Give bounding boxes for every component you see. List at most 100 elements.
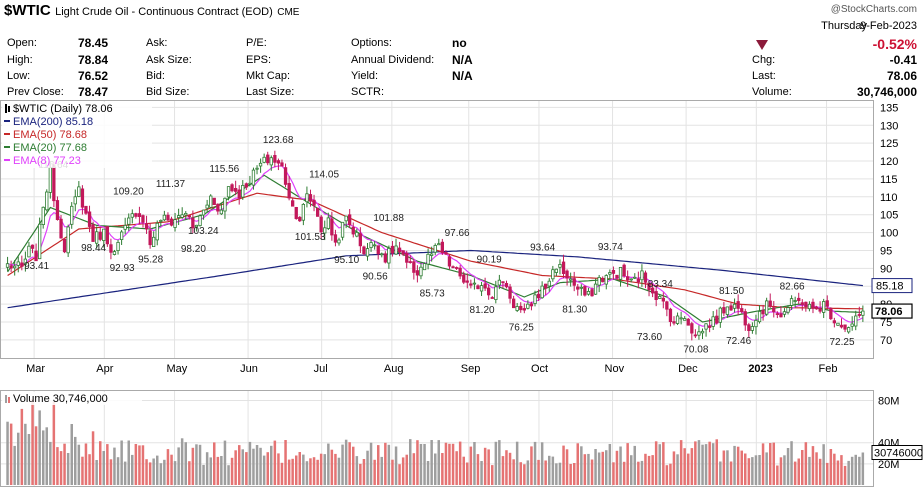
candle-body bbox=[216, 203, 220, 212]
candle-body bbox=[565, 270, 569, 279]
volume-bar bbox=[733, 445, 736, 485]
candle-body bbox=[526, 303, 530, 309]
volume-bar bbox=[847, 460, 850, 485]
candle-body bbox=[48, 167, 52, 193]
volume-bar bbox=[654, 441, 658, 485]
volume-bar bbox=[74, 436, 77, 485]
volume-bar bbox=[622, 461, 626, 485]
volume-bar bbox=[455, 451, 458, 485]
candle-body bbox=[176, 215, 181, 218]
volume-bar bbox=[662, 442, 665, 485]
candle-body bbox=[462, 274, 466, 283]
volume-bar bbox=[56, 447, 59, 485]
candle-body bbox=[597, 276, 601, 286]
candle-body bbox=[337, 239, 341, 244]
candle-body bbox=[504, 282, 509, 288]
volume-bar bbox=[416, 440, 419, 485]
candle-body bbox=[561, 261, 566, 275]
candle-body bbox=[569, 278, 573, 281]
quote-date: 9-Feb-2023 bbox=[860, 20, 917, 32]
candle-body bbox=[73, 196, 77, 205]
volume-bar bbox=[166, 449, 170, 485]
volume-bar bbox=[494, 441, 498, 485]
volume-bar bbox=[437, 440, 440, 485]
eps-label: EPS: bbox=[246, 54, 272, 66]
price-tick-label: 75 bbox=[880, 317, 892, 329]
candle-body bbox=[347, 214, 352, 226]
volume-bar bbox=[284, 440, 287, 485]
volume-bar bbox=[772, 442, 775, 485]
volume-bar bbox=[569, 464, 572, 485]
volume-bar bbox=[683, 448, 686, 485]
candle-body bbox=[144, 223, 149, 230]
candle-body bbox=[750, 326, 754, 331]
volume-bar bbox=[398, 464, 401, 485]
legend-price: $WTIC (Daily) 78.06 bbox=[13, 103, 113, 115]
volume-bar bbox=[533, 441, 537, 485]
candle-body bbox=[262, 156, 266, 163]
candle-body bbox=[287, 183, 291, 199]
last-size-label: Last Size: bbox=[246, 86, 295, 98]
volume-bar bbox=[77, 444, 81, 485]
candle-body bbox=[269, 157, 273, 166]
volume-bar bbox=[672, 451, 676, 485]
candle-body bbox=[572, 278, 576, 286]
candle-body bbox=[618, 266, 623, 280]
open-value: 78.45 bbox=[78, 36, 109, 50]
volume-bar bbox=[170, 454, 173, 485]
volume-bar bbox=[783, 455, 786, 485]
volume-bar bbox=[334, 453, 337, 485]
volume-bar bbox=[213, 442, 216, 485]
price-annotation: 95.10 bbox=[334, 255, 359, 266]
volume-bar bbox=[330, 449, 334, 485]
price-annotation: 93.74 bbox=[598, 242, 623, 253]
candle-body bbox=[540, 285, 544, 299]
candle-body bbox=[194, 224, 199, 228]
candle-body bbox=[80, 188, 85, 208]
volume-bar bbox=[148, 462, 152, 485]
volume-label: Volume: bbox=[752, 86, 792, 98]
volume-bar bbox=[669, 463, 672, 485]
candle-body bbox=[583, 286, 587, 296]
candle-body bbox=[836, 322, 840, 326]
candle-body bbox=[429, 253, 434, 256]
volume-bar bbox=[765, 452, 768, 485]
candle-body bbox=[120, 231, 124, 240]
volume-bar bbox=[116, 457, 120, 485]
price-tick-label: 120 bbox=[880, 156, 898, 168]
volume-bar bbox=[266, 452, 269, 485]
volume-bar bbox=[779, 457, 783, 485]
price-annotation: 97.66 bbox=[445, 228, 470, 239]
chg-label: Chg: bbox=[752, 54, 776, 66]
chart-title: $WTIC Light Crude Oil - Continuous Contr… bbox=[4, 2, 299, 20]
candle-body bbox=[340, 221, 345, 238]
candle-body bbox=[690, 323, 694, 334]
volume-bar bbox=[426, 461, 430, 485]
candle-body bbox=[601, 278, 605, 283]
volume-bar bbox=[259, 447, 262, 485]
volume-bar bbox=[487, 449, 490, 485]
volume-bar bbox=[729, 461, 733, 485]
volume-bar bbox=[291, 458, 294, 485]
price-annotation: 81.20 bbox=[470, 305, 495, 316]
price-x-label: May bbox=[167, 363, 188, 375]
marker-box bbox=[871, 445, 923, 461]
volume-bar bbox=[719, 461, 722, 485]
volume-bar bbox=[573, 463, 576, 485]
volume-bar bbox=[59, 451, 63, 485]
candle-body bbox=[554, 268, 558, 273]
price-tick-label: 95 bbox=[880, 245, 892, 257]
candle-body bbox=[298, 216, 302, 222]
candle-body bbox=[390, 245, 395, 254]
candle-body bbox=[782, 311, 787, 315]
candle-body bbox=[5, 263, 10, 268]
candle-body bbox=[219, 209, 224, 215]
volume-bar bbox=[355, 456, 359, 485]
volume-value: 30,746,000 bbox=[856, 85, 917, 99]
volume-bar bbox=[45, 427, 48, 485]
candle-body bbox=[84, 205, 88, 214]
volume-bar bbox=[220, 456, 223, 485]
price-annotation: 115.56 bbox=[209, 164, 239, 175]
volume-bar bbox=[583, 454, 587, 485]
